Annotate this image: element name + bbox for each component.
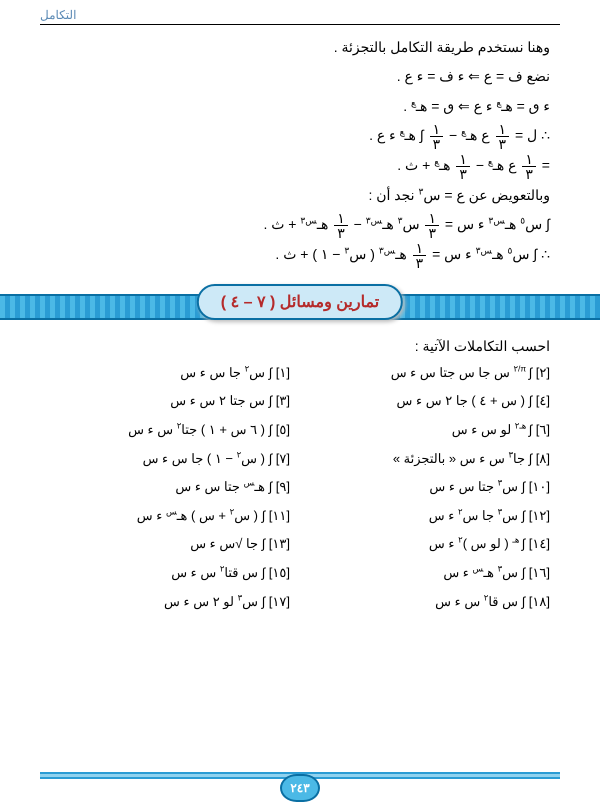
section-banner: تمارين ومسائل ( ٧ – ٤ ) — [0, 284, 600, 328]
exercise-row: [٩] ∫ هـس جتا س ء س [١٠] ∫ س٣ جتا س ء س — [50, 473, 550, 502]
chapter-title: التكامل — [40, 8, 76, 22]
exercise-item: [١٥] ∫ س قتا٢ س ء س — [50, 559, 290, 588]
exercise-item: [١٧] ∫ س٣ لو ٢ س ء س — [50, 588, 290, 617]
exercise-item: [١٣] ∫ جا √س ء س — [50, 530, 290, 559]
exercise-item: [٣] ∫ س جتا ٢ س ء س — [50, 387, 290, 416]
derivation-line: وبالتعويض عن ع = س٣ نجد أن : — [50, 181, 550, 210]
derivation-line: ء ٯ = هـع ء ع ⇐ ٯ = هـع . — [50, 92, 550, 121]
derivation-line: نضع ف = ع ⇐ ء ف = ء ع . — [50, 62, 550, 91]
exercise-row: [٣] ∫ س جتا ٢ س ء س [٤] ∫ ( س + ٤ ) جا ٢ … — [50, 387, 550, 416]
derivation-line: = ١٣ ع هـع − ١٣ هـع + ث . — [50, 151, 550, 181]
page-footer: ٢٤٣ — [0, 772, 600, 802]
exercise-row: [١١] ∫ ( س٢ + س ) هـس ء س [١٢] ∫ س٣ جا س٢… — [50, 502, 550, 531]
exercise-item: [١١] ∫ ( س٢ + س ) هـس ء س — [50, 502, 290, 531]
exercise-item: [٦] ∫ هـ٢ لو س ء س — [310, 416, 550, 445]
derivation-line: ∫ س٥ هـس٣ ء س = ١٣ س٣ هـس٣ − ١٣ هـس٣ + ث… — [50, 210, 550, 240]
exercise-row: [٥] ∫ ( ٦ س + ١ ) جتا٢ س ء س [٦] ∫ هـ٢ لو… — [50, 416, 550, 445]
chapter-header: التكامل — [40, 8, 560, 25]
exercise-item: [١] ∫ س٢ جا س ء س — [50, 359, 290, 388]
exercise-item: [١٢] ∫ س٣ جا س٢ ء س — [310, 502, 550, 531]
exercise-item: [١٦] ∫ س٣ هـس ء س — [310, 559, 550, 588]
exercise-item: [٧] ∫ ( س٢ − ١ ) جا س ء س — [50, 445, 290, 474]
exercise-row: [١٥] ∫ س قتا٢ س ء س [١٦] ∫ س٣ هـس ء س — [50, 559, 550, 588]
exercise-item: [١٠] ∫ س٣ جتا س ء س — [310, 473, 550, 502]
exercise-item: [٥] ∫ ( ٦ س + ١ ) جتا٢ س ء س — [50, 416, 290, 445]
derivation-line: ∴ ل = ١٣ ع هـع − ١٣ ∫ هـع ء ع . — [50, 121, 550, 151]
page-number: ٢٤٣ — [280, 774, 320, 802]
exercise-item: [١٤] ∫ هـ ( لو س )٢ ء س — [310, 530, 550, 559]
exercise-row: [١] ∫ س٢ جا س ء س [٢] ∫ π/٢ س جا س جتا س … — [50, 359, 550, 388]
exercises-heading: احسب التكاملات الآتية : — [0, 338, 600, 355]
exercise-item: [٩] ∫ هـس جتا س ء س — [50, 473, 290, 502]
derivation-line: ∴ ∫ س٥ هـس٣ ء س = ١٣ هـس٣ ( س٣ − ١ ) + ث… — [50, 240, 550, 270]
preamble: وهنا نستخدم طريقة التكامل بالتجزئة . — [50, 33, 550, 62]
banner-title: تمارين ومسائل ( ٧ – ٤ ) — [197, 284, 403, 320]
exercise-row: [٧] ∫ ( س٢ − ١ ) جا س ء س [٨] ∫ جا٣ س ء س… — [50, 445, 550, 474]
exercise-item: [٢] ∫ π/٢ س جا س جتا س ء س — [310, 359, 550, 388]
exercise-item: [١٨] ∫ س قا٢ س ء س — [310, 588, 550, 617]
exercises-grid: [١] ∫ س٢ جا س ء س [٢] ∫ π/٢ س جا س جتا س … — [0, 359, 600, 616]
derivation-block: وهنا نستخدم طريقة التكامل بالتجزئة . نضع… — [0, 29, 600, 270]
exercise-row: [١٧] ∫ س٣ لو ٢ س ء س [١٨] ∫ س قا٢ س ء س — [50, 588, 550, 617]
exercise-item: [٨] ∫ جا٣ س ء س « بالتجزئة » — [310, 445, 550, 474]
exercise-item: [٤] ∫ ( س + ٤ ) جا ٢ س ء س — [310, 387, 550, 416]
exercise-row: [١٣] ∫ جا √س ء س [١٤] ∫ هـ ( لو س )٢ ء س — [50, 530, 550, 559]
